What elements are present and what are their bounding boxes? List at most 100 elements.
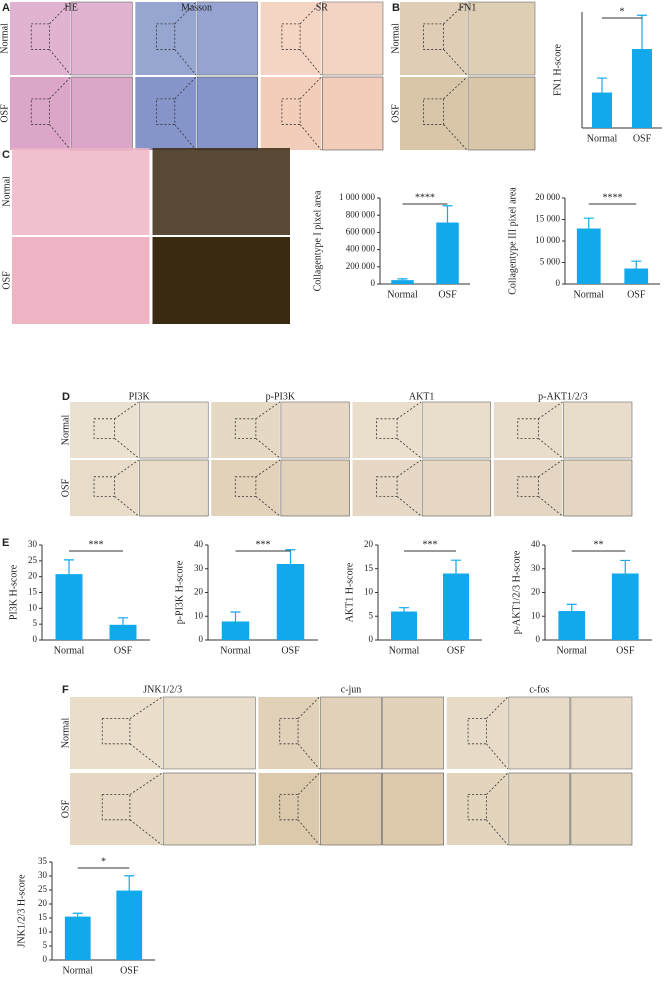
tissue-image [196, 76, 258, 151]
row-label: OSF [1, 271, 12, 290]
y-tick-label: 5 [43, 940, 48, 950]
zoom-line [255, 496, 281, 517]
y-tick-label: 30 [38, 870, 48, 880]
panel-letter: D [62, 391, 70, 403]
zoom-line [299, 124, 322, 151]
significance: * [620, 6, 625, 17]
significance: *** [89, 539, 104, 550]
row-label: OSF [60, 799, 71, 818]
x-tick-label: Normal [62, 965, 93, 976]
y-tick-label: 10 [38, 926, 48, 936]
zoom-line [443, 49, 468, 76]
tissue-image [320, 696, 382, 770]
y-tick-label: 40 [531, 539, 541, 549]
bar [391, 280, 414, 284]
tissue-image [139, 401, 209, 459]
x-tick-label: Normal [389, 645, 420, 656]
x-tick-label: OSF [616, 645, 635, 656]
zoom-line [255, 459, 281, 478]
x-tick-label: Normal [54, 645, 85, 656]
tissue-image [152, 237, 290, 324]
zoom-line [129, 743, 163, 770]
x-tick-label: OSF [447, 645, 466, 656]
zoom-line [49, 76, 71, 100]
error-bar [583, 217, 594, 229]
y-tick-label: 5 000 [540, 257, 561, 267]
tissue-image [152, 148, 290, 235]
zoom-box [279, 718, 299, 745]
column-header: JNK1/2/3 [143, 684, 182, 695]
tissue-image [570, 772, 633, 846]
bar [109, 624, 137, 640]
tissue-image [10, 2, 71, 75]
zoom-box [467, 794, 487, 821]
tissue-image [139, 459, 209, 517]
zoom-line [114, 401, 139, 420]
tissue-image [446, 773, 508, 845]
error-bar [118, 617, 128, 625]
column-header: Masson [181, 2, 212, 13]
column-header: SR [316, 2, 329, 13]
y-tick-label: 10 [531, 610, 541, 620]
zoom-box [281, 23, 301, 50]
y-tick-label: 0 [536, 634, 541, 644]
y-tick-label: 0 [33, 634, 38, 644]
significance: **** [603, 192, 623, 203]
bar [391, 611, 417, 640]
zoom-box [156, 98, 176, 125]
zoom-line [538, 438, 563, 459]
y-tick-label: 15 [28, 587, 38, 597]
zoom-line [443, 124, 468, 151]
zoom-line [174, 49, 197, 76]
zoom-line [443, 76, 468, 100]
tissue-image [70, 773, 163, 845]
zoom-box [423, 98, 444, 125]
zoom-line [443, 1, 468, 25]
tissue-image [446, 697, 508, 769]
y-tick-label: 30 [531, 563, 541, 573]
zoom-box [279, 794, 299, 821]
tissue-image [570, 696, 633, 770]
tissue-image [280, 459, 350, 517]
y-axis-label: p-AKT1/2/3 H-score [511, 550, 522, 634]
bar [116, 890, 143, 960]
x-tick-label: OSF [438, 289, 457, 300]
bar [576, 228, 601, 284]
panel-letter: B [392, 2, 400, 14]
tissue-image [563, 459, 633, 517]
y-tick-label: 35 [38, 856, 48, 866]
bar [221, 621, 250, 640]
row-label: OSF [390, 104, 401, 123]
tissue-image [382, 772, 444, 846]
zoom-line [114, 496, 139, 517]
tissue-image [508, 772, 571, 846]
row-label: Normal [390, 23, 401, 54]
tissue-image [508, 696, 571, 770]
row-label: OSF [60, 478, 71, 497]
zoom-box [30, 23, 50, 50]
zoom-line [396, 438, 422, 459]
zoom-line [299, 49, 322, 76]
x-tick-label: OSF [633, 133, 652, 144]
tissue-image [467, 1, 536, 76]
y-tick-label: 800 000 [346, 209, 376, 219]
zoom-line [114, 438, 139, 459]
tissue-image [71, 76, 133, 151]
error-bar [620, 559, 631, 574]
y-tick-label: 20 [531, 587, 541, 597]
x-tick-label: Normal [573, 289, 604, 300]
tissue-image [71, 1, 133, 76]
x-tick-label: OSF [120, 965, 139, 976]
y-tick-label: 15 000 [535, 214, 560, 224]
error-bar [285, 549, 296, 564]
y-tick-label: 1 000 000 [339, 192, 376, 202]
tissue-image [10, 77, 71, 150]
y-tick-label: 40 [194, 539, 204, 549]
y-tick-label: 0 [556, 278, 561, 288]
tissue-image [196, 1, 258, 76]
row-label: Normal [60, 415, 71, 446]
y-tick-label: 25 [38, 884, 48, 894]
y-tick-label: 20 [194, 587, 204, 597]
error-bar [72, 912, 83, 917]
y-tick-label: 15 [364, 563, 374, 573]
